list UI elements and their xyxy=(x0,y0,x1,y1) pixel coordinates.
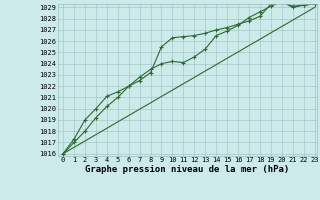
X-axis label: Graphe pression niveau de la mer (hPa): Graphe pression niveau de la mer (hPa) xyxy=(85,165,289,174)
